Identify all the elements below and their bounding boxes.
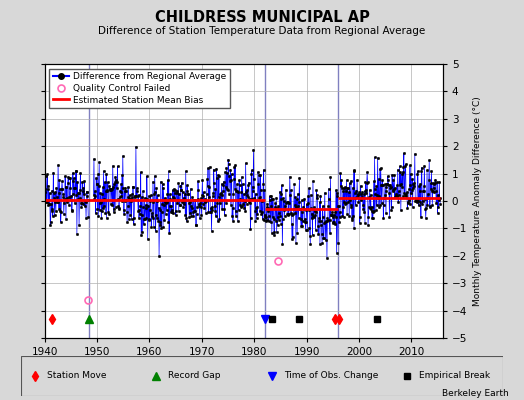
Text: CHILDRESS MUNICIPAL AP: CHILDRESS MUNICIPAL AP (155, 10, 369, 25)
Text: Record Gap: Record Gap (168, 372, 221, 380)
Text: Berkeley Earth: Berkeley Earth (442, 389, 508, 398)
Text: Difference of Station Temperature Data from Regional Average: Difference of Station Temperature Data f… (99, 26, 425, 36)
Text: Empirical Break: Empirical Break (419, 372, 490, 380)
Text: Station Move: Station Move (48, 372, 107, 380)
Y-axis label: Monthly Temperature Anomaly Difference (°C): Monthly Temperature Anomaly Difference (… (473, 96, 482, 306)
Legend: Difference from Regional Average, Quality Control Failed, Estimated Station Mean: Difference from Regional Average, Qualit… (49, 68, 230, 108)
Text: Time of Obs. Change: Time of Obs. Change (283, 372, 378, 380)
